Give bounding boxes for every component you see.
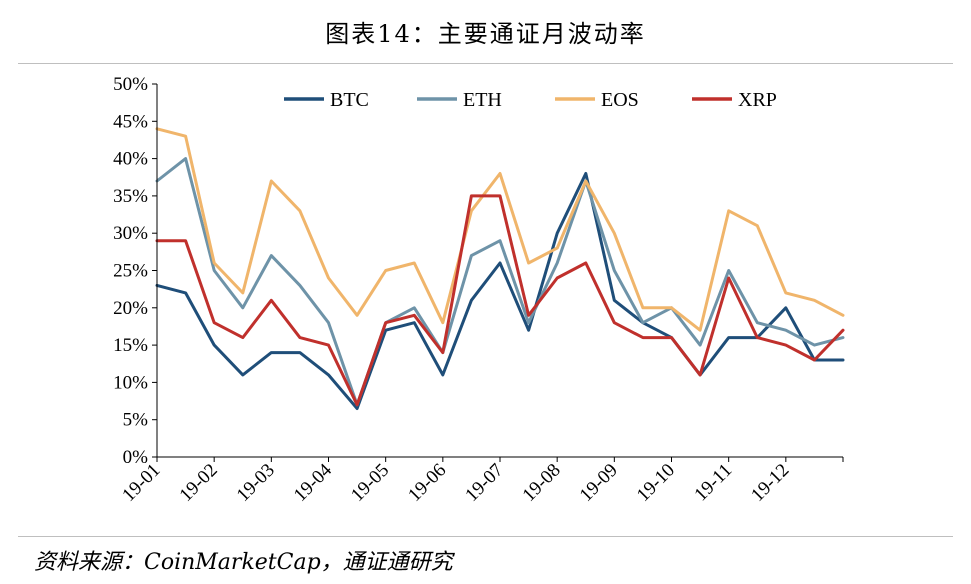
y-tick-label: 0%	[123, 447, 149, 468]
source-note: 资料来源：CoinMarketCap，通证通研究	[34, 550, 453, 575]
x-tick-label: 19-07	[461, 460, 507, 506]
x-tick-label: 19-06	[404, 460, 450, 506]
series-line-eos	[155, 127, 845, 332]
series-line-btc	[155, 172, 845, 410]
legend-label-eos: EOS	[601, 89, 639, 111]
x-tick-label: 19-12	[747, 460, 793, 506]
y-tick-label: 50%	[113, 74, 148, 95]
y-tick-label: 10%	[113, 372, 148, 393]
series-line-eth	[155, 157, 845, 407]
bottom-rule	[18, 536, 953, 537]
y-tick-label: 45%	[113, 111, 148, 132]
series-line-xrp	[155, 194, 845, 407]
x-tick-label: 19-03	[233, 460, 279, 506]
legend-label-eth: ETH	[463, 89, 502, 111]
y-tick-label: 40%	[113, 149, 148, 170]
x-tick-label: 19-02	[176, 460, 222, 506]
y-tick-label: 30%	[113, 223, 148, 244]
y-tick-label: 20%	[113, 298, 148, 319]
y-tick-label: 5%	[123, 410, 149, 431]
x-tick-label: 19-10	[633, 460, 679, 506]
legend-label-btc: BTC	[330, 89, 369, 111]
x-tick-label: 19-09	[576, 460, 622, 506]
x-tick-label: 19-04	[290, 459, 337, 506]
top-rule	[18, 63, 953, 64]
y-tick-label: 25%	[113, 261, 148, 282]
legend-label-xrp: XRP	[738, 89, 777, 111]
x-tick-label: 19-08	[519, 460, 565, 506]
chart-title: 图表14：主要通证月波动率	[325, 20, 646, 48]
x-tick-label: 19-05	[347, 460, 393, 506]
y-tick-label: 15%	[113, 335, 148, 356]
y-tick-label: 35%	[113, 186, 148, 207]
x-tick-label: 19-11	[691, 460, 737, 506]
